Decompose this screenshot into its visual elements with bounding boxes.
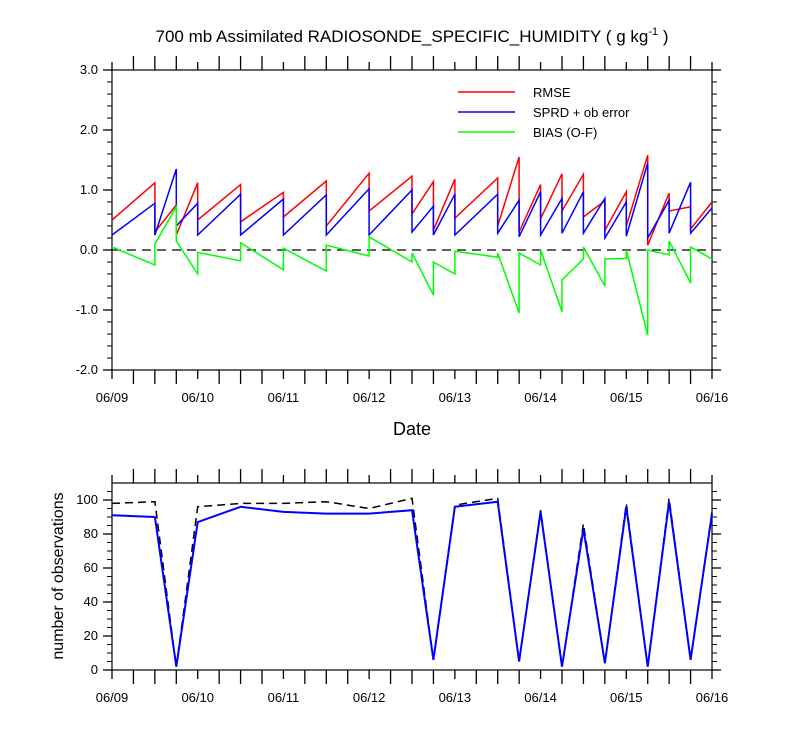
bottom-x-tick-label: 06/16 — [696, 690, 729, 705]
legend-label-bias: BIAS (O-F) — [533, 125, 597, 140]
bottom-x-tick-label: 06/14 — [524, 690, 557, 705]
legend-label-rmse: RMSE — [533, 85, 571, 100]
top-y-tick-label: -2.0 — [76, 362, 98, 377]
top-x-tick-label: 06/09 — [96, 390, 129, 405]
top-ticks — [103, 56, 721, 384]
top-y-tick-label: 1.0 — [80, 182, 98, 197]
top-series-line-2 — [111, 203, 713, 336]
legend-label-sprd: SPRD + ob error — [533, 105, 630, 120]
top-x-tick-label: 06/16 — [696, 390, 729, 405]
top-y-tick-label: 2.0 — [80, 122, 98, 137]
bottom-x-tick-labels: 06/09 06/10 06/11 06/12 06/13 06/14 06/15 06/16 — [96, 690, 729, 705]
bottom-y-tick-labels: 0 20 40 60 80 100 — [76, 492, 98, 677]
top-x-tick-label: 06/11 — [268, 390, 300, 405]
bottom-x-tick-label: 06/13 — [439, 690, 472, 705]
top-series — [111, 154, 713, 336]
bottom-y-tick-label: 0 — [91, 662, 98, 677]
top-series-line-0 — [111, 154, 713, 246]
bottom-series-line-0 — [111, 497, 713, 667]
top-x-tick-label: 06/13 — [439, 390, 472, 405]
legend-item-bias: BIAS (O-F) — [458, 125, 597, 140]
top-y-tick-label: 0.0 — [80, 242, 98, 257]
top-y-tick-label: 3.0 — [80, 62, 98, 77]
bottom-x-tick-label: 06/11 — [268, 690, 300, 705]
top-x-tick-label: 06/14 — [524, 390, 557, 405]
legend-item-rmse: RMSE — [458, 85, 571, 100]
top-x-tick-labels: 06/09 06/10 06/11 06/12 06/13 06/14 06/15 06/16 — [96, 390, 729, 405]
legend-item-sprd: SPRD + ob error — [458, 105, 630, 120]
bottom-y-tick-label: 80 — [84, 526, 98, 541]
bottom-y-tick-label: 40 — [84, 594, 98, 609]
bottom-x-tick-label: 06/15 — [610, 690, 643, 705]
bottom-x-tick-label: 06/10 — [181, 690, 214, 705]
bottom-series — [111, 497, 713, 667]
top-y-tick-labels: -2.0 -1.0 0.0 1.0 2.0 3.0 — [76, 62, 98, 377]
bottom-ticks — [103, 469, 721, 684]
legend: RMSE SPRD + ob error BIAS (O-F) — [458, 85, 630, 140]
top-x-tick-label: 06/12 — [353, 390, 386, 405]
bottom-y-tick-label: 60 — [84, 560, 98, 575]
chart-title: 700 mb Assimilated RADIOSONDE_SPECIFIC_H… — [156, 26, 669, 46]
top-x-tick-label: 06/15 — [610, 390, 643, 405]
top-series-line-1 — [111, 162, 713, 241]
top-y-tick-label: -1.0 — [76, 302, 98, 317]
top-x-tick-label: 06/10 — [181, 390, 214, 405]
bottom-series-line-1 — [111, 500, 713, 667]
x-axis-title: Date — [393, 419, 431, 439]
bottom-y-tick-label: 20 — [84, 628, 98, 643]
bottom-x-tick-label: 06/12 — [353, 690, 386, 705]
y-axis-title-observations: number of observations — [50, 492, 67, 659]
top-panel: -2.0 -1.0 0.0 1.0 2.0 3.0 06/09 06/10 06/11 06/1… — [76, 56, 729, 439]
bottom-y-tick-label: 100 — [76, 492, 98, 507]
bottom-x-tick-label: 06/09 — [96, 690, 129, 705]
